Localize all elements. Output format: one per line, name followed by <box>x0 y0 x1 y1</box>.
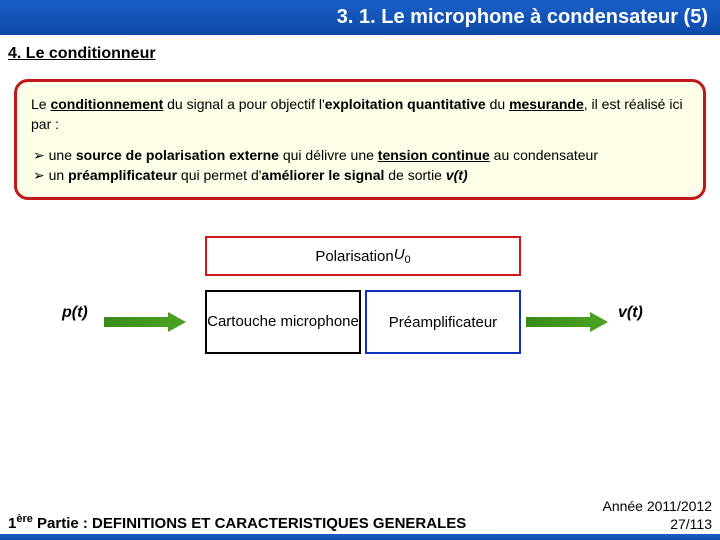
footer-bar <box>0 534 720 540</box>
input-label: p(t) <box>62 304 88 322</box>
page-title: 3. 1. Le microphone à condensateur (5) <box>337 6 708 28</box>
footer-right: Année 2011/2012 27/113 <box>602 498 712 532</box>
polarisation-box: Polarisation U0 <box>205 236 521 276</box>
footer-left: 1ère Partie : DEFINITIONS ET CARACTERIST… <box>8 513 466 532</box>
bullet-2: ➢ un préamplificateur qui permet d'améli… <box>33 165 689 185</box>
bullet-1: ➢ une source de polarisation externe qui… <box>33 145 689 165</box>
preamp-box: Préamplificateur <box>365 290 521 354</box>
cartouche-box: Cartouche microphone <box>205 290 361 354</box>
footer-text: 1ère Partie : DEFINITIONS ET CARACTERIST… <box>0 498 720 534</box>
output-label: v(t) <box>618 304 643 322</box>
info-paragraph: Le conditionnement du signal a pour obje… <box>31 94 689 135</box>
title-bar: 3. 1. Le microphone à condensateur (5) <box>0 0 720 35</box>
footer: 1ère Partie : DEFINITIONS ET CARACTERIST… <box>0 498 720 540</box>
section-subtitle: 4. Le conditionneur <box>0 35 720 75</box>
info-box: Le conditionnement du signal a pour obje… <box>14 79 706 200</box>
block-diagram: Polarisation U0 Cartouche microphone Pré… <box>50 236 670 376</box>
